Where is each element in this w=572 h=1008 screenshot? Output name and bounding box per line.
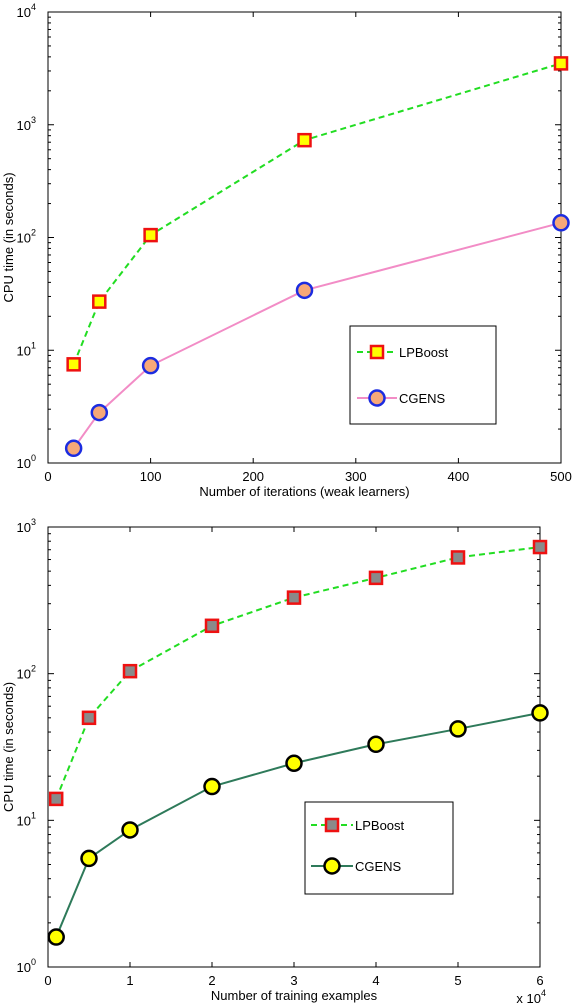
legend-label-lpboost: LPBoost <box>399 345 449 360</box>
x-tick-label: 3 <box>290 973 297 988</box>
data-point-cgens <box>552 214 570 232</box>
data-point-lpboost <box>48 791 64 807</box>
y-axis-label: CPU time (in seconds) <box>1 682 16 812</box>
data-point-lpboost <box>286 590 302 605</box>
y-tick-base: 10 <box>17 343 31 358</box>
y-tick-exponent: 3 <box>31 115 36 125</box>
data-point-cgens <box>64 439 83 458</box>
data-point-lpboost <box>297 132 312 148</box>
x-tick-label: 400 <box>448 469 470 484</box>
data-point-cgens <box>531 704 549 722</box>
y-tick-label: 103 <box>17 115 36 133</box>
x-tick-label: 0 <box>44 469 51 484</box>
legend: LPBoost CGENS <box>304 801 454 895</box>
x-tick-label: 4 <box>372 973 379 988</box>
legend-marker-lpboost <box>324 817 340 833</box>
legend-marker-cgens <box>323 857 341 875</box>
y-tick-label: 101 <box>17 340 36 358</box>
series-line-lpboost <box>55 546 541 800</box>
data-point-cgens <box>367 735 385 754</box>
y-tick-exponent: 2 <box>31 664 36 674</box>
y-tick-base: 10 <box>17 118 31 133</box>
y-tick-base: 10 <box>17 520 31 535</box>
data-point-cgens <box>285 754 303 773</box>
data-point-lpboost <box>66 357 81 372</box>
x-tick-label: 500 <box>550 469 572 484</box>
data-point-lpboost <box>450 550 466 565</box>
legend-marker-cgens <box>368 389 386 407</box>
data-point-lpboost <box>204 618 220 634</box>
data-point-lpboost <box>81 710 97 726</box>
y-tick-label: 103 <box>17 517 36 535</box>
data-point-cgens <box>90 403 109 422</box>
y-tick-label: 102 <box>17 228 36 246</box>
x-axis-label: Number of training examples <box>211 988 378 1003</box>
x-tick-label: 2 <box>208 973 215 988</box>
legend-label-lpboost: LPBoost <box>355 818 405 833</box>
y-tick-base: 10 <box>17 667 31 682</box>
data-point-lpboost <box>553 56 569 71</box>
x-axis-multiplier: x 104 <box>516 988 546 1006</box>
y-tick-base: 10 <box>17 5 31 20</box>
y-tick-exponent: 1 <box>31 340 36 350</box>
x-tick-label: 5 <box>454 973 461 988</box>
x-tick-label: 300 <box>345 469 367 484</box>
legend: LPBoost CGENS <box>349 325 497 425</box>
data-point-lpboost <box>92 294 107 309</box>
data-point-lpboost <box>368 570 384 586</box>
x-tick-label: 200 <box>242 469 264 484</box>
legend-box <box>304 801 454 895</box>
y-tick-label: 101 <box>17 810 36 828</box>
legend-label-cgens: CGENS <box>399 391 446 406</box>
data-point-cgens <box>80 849 98 868</box>
data-point-cgens <box>203 777 221 796</box>
legend-marker-lpboost <box>369 344 385 360</box>
y-tick-base: 10 <box>17 813 31 828</box>
y-tick-exponent: 1 <box>31 810 36 820</box>
x-axis-label: Number of iterations (weak learners) <box>199 484 409 499</box>
y-tick-exponent: 3 <box>31 517 36 527</box>
data-point-cgens <box>449 720 467 738</box>
y-tick-base: 10 <box>17 456 31 471</box>
legend-label-cgens: CGENS <box>355 859 402 874</box>
y-tick-base: 10 <box>17 231 31 246</box>
y-tick-exponent: 0 <box>31 957 36 967</box>
y-tick-label: 104 <box>17 2 36 20</box>
y-tick-exponent: 2 <box>31 228 36 238</box>
data-point-cgens <box>295 281 314 300</box>
x-tick-label: 6 <box>536 973 543 988</box>
data-point-lpboost <box>532 539 548 555</box>
y-tick-exponent: 4 <box>31 2 36 12</box>
data-point-cgens <box>141 356 160 375</box>
x-multiplier-exponent: 4 <box>541 988 546 998</box>
x-tick-label: 1 <box>126 973 133 988</box>
y-tick-label: 102 <box>17 664 36 682</box>
y-tick-exponent: 0 <box>31 453 36 463</box>
data-point-cgens <box>121 821 139 839</box>
y-axis-label: CPU time (in seconds) <box>1 172 16 302</box>
y-tick-label: 100 <box>17 957 36 975</box>
data-point-cgens <box>47 928 65 946</box>
x-tick-label: 100 <box>140 469 162 484</box>
data-point-lpboost <box>143 227 158 243</box>
y-tick-base: 10 <box>17 960 31 975</box>
y-tick-label: 100 <box>17 453 36 471</box>
legend-box <box>349 325 497 425</box>
x-multiplier-base: x 10 <box>516 991 541 1006</box>
data-point-lpboost <box>122 663 138 679</box>
x-tick-label: 0 <box>44 973 51 988</box>
